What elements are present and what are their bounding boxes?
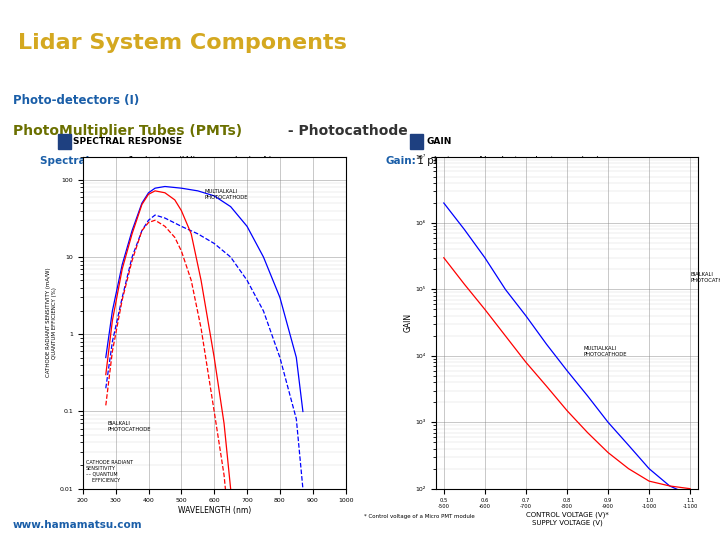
Text: Spectral response:: Spectral response:	[40, 156, 150, 166]
Text: - Photocathode: - Photocathode	[283, 125, 408, 138]
Text: PhotoMultiplier Tubes (PMTs): PhotoMultiplier Tubes (PMTs)	[13, 125, 242, 138]
Text: Photo-detectors (I): Photo-detectors (I)	[13, 94, 139, 107]
Text: BIALKALI
PHOTOCATHODE: BIALKALI PHOTOCATHODE	[690, 272, 720, 283]
Text: CATHODE RADIANT
SENSITIVITY
–– QUANTUM
    EFFICIENCY: CATHODE RADIANT SENSITIVITY –– QUANTUM E…	[86, 460, 133, 483]
Y-axis label: GAIN: GAIN	[404, 313, 413, 332]
Text: 1 photon → Nr photo-electrons (e⁻): 1 photon → Nr photo-electrons (e⁻)	[414, 156, 600, 166]
Text: Lidar System Components: Lidar System Components	[18, 33, 347, 53]
Text: www.hamamatsu.com: www.hamamatsu.com	[13, 520, 143, 530]
Text: * Control voltage of a Micro PMT module: * Control voltage of a Micro PMT module	[364, 515, 474, 519]
Y-axis label: CATHODE RADIANT SENSITIVITY (mA/W)
QUANTUM EFFICIENCY (%): CATHODE RADIANT SENSITIVITY (mA/W) QUANT…	[46, 268, 57, 377]
Text: SPECTRAL RESPONSE: SPECTRAL RESPONSE	[73, 137, 182, 146]
X-axis label: WAVELENGTH (nm): WAVELENGTH (nm)	[178, 506, 251, 515]
Text: GAIN: GAIN	[426, 137, 451, 146]
Text: BIALKALI
PHOTOCATHODE: BIALKALI PHOTOCATHODE	[107, 421, 151, 431]
X-axis label: CONTROL VOLTAGE (V)*
SUPPLY VOLTAGE (V): CONTROL VOLTAGE (V)* SUPPLY VOLTAGE (V)	[526, 512, 608, 526]
Text: MULTIALKALI
PHOTOCATHODE: MULTIALKALI PHOTOCATHODE	[204, 189, 248, 200]
Text: MULTIALKALI
PHOTOCATHODE: MULTIALKALI PHOTOCATHODE	[583, 346, 627, 357]
Text: 1 photon (W) → anode (mA): 1 photon (W) → anode (mA)	[125, 156, 272, 166]
Text: Gain:: Gain:	[385, 156, 416, 166]
